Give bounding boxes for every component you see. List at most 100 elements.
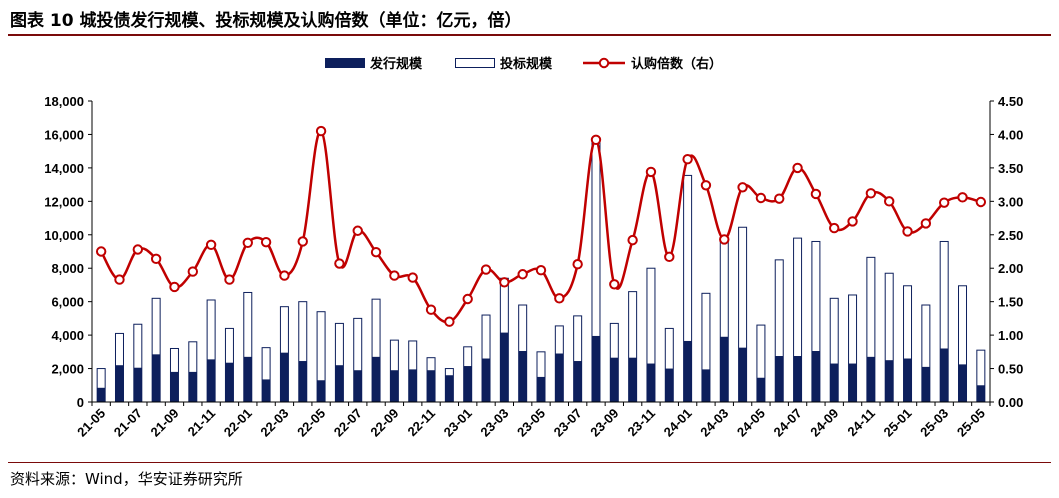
issue-bar [463,366,472,402]
y-right-tick-label: 0.00 [998,395,1023,410]
ratio-point [334,258,345,269]
ratio-point [297,236,308,247]
source-note: 资料来源：Wind，华安证券研究所 [10,470,243,488]
ratio-point [389,270,400,281]
issue-bar [298,361,307,402]
x-tick-label: 21-05 [74,406,108,440]
issue-bar [866,356,875,402]
y-right-tick-label: 1.50 [998,295,1023,310]
ratio-line [95,125,987,327]
ratio-point [810,188,822,200]
y-left-tick-label: 10,000 [44,228,84,243]
x-tick-label: 24-05 [734,406,768,440]
y-left-tick-label: 14,000 [44,161,84,176]
issue-bar [738,347,747,402]
x-tick-label: 22-05 [294,406,328,440]
y-left-tick-label: 18,000 [44,94,84,109]
issue-bar [958,364,967,403]
ratio-point [902,226,913,237]
issue-bar [811,351,820,402]
x-tick-label: 24-09 [807,406,841,440]
issue-bar [243,356,252,402]
issue-bar [170,371,179,402]
y-left-tick-label: 2,000 [51,362,84,377]
ratio-point [114,274,125,285]
title-divider [8,34,1051,36]
ratio-point [444,316,455,327]
issue-bar [903,358,912,402]
x-tick-label: 22-07 [331,406,365,440]
issue-bar [372,356,381,402]
ratio-point [425,304,437,315]
issue-bar [317,380,326,402]
ratio-point [572,259,583,270]
issue-bar [280,352,289,402]
issue-bar [976,385,985,402]
ratio-point [774,193,785,204]
issue-bar [793,356,802,402]
issue-bar [720,336,729,402]
ratio-point [370,246,382,258]
x-tick-label: 24-01 [661,406,695,440]
ratio-point [700,180,712,191]
issue-bar [848,363,857,402]
x-tick-label: 21-11 [185,406,219,440]
ratio-point [499,277,510,288]
ratio-point [95,246,107,257]
issue-bar [390,370,399,402]
x-tick-label: 21-07 [111,406,145,440]
ratio-point [517,269,528,280]
issue-bar [115,365,124,402]
ratio-point [205,239,217,251]
x-tick-label: 22-03 [257,406,291,440]
ratio-point [664,251,675,263]
issue-bar [756,377,765,402]
x-tick-label: 25-01 [881,406,915,440]
y-left-tick-label: 12,000 [44,194,84,209]
ratio-point [260,236,272,248]
x-tick-label: 22-11 [405,406,439,440]
ratio-point [957,192,968,203]
footer-divider [8,462,1051,463]
ratio-point [150,253,162,265]
x-tick-label: 24-03 [697,406,731,440]
ratio-point [627,234,638,246]
ratio-point [920,218,932,229]
ratio-point [645,166,657,178]
y-left-tick-label: 16,000 [44,127,84,142]
y-left-tick-label: 8,000 [51,261,84,276]
x-tick-label: 23-09 [587,406,621,440]
issue-bar [885,360,894,402]
ratio-point [407,272,418,283]
issue-bar [482,358,491,402]
ratio-point [737,182,748,193]
ratio-point [938,197,950,208]
legend-label-ratio: 认购倍数（右） [631,56,722,72]
ratio-point [975,196,987,208]
issue-bar [97,387,106,402]
issue-bar [775,356,784,402]
x-tick-label: 23-03 [477,406,511,440]
issue-bar [133,367,142,402]
ratio-point [315,125,327,137]
legend-swatch-bid [455,58,495,68]
x-tick-label: 23-05 [514,406,548,440]
issue-bar [353,370,362,402]
page-title: 图表 10 城投债发行规模、投标规模及认购倍数（单位：亿元，倍） [10,11,522,31]
issue-bars [97,332,985,403]
x-tick-label: 25-05 [954,406,988,440]
ratio-point [609,279,620,290]
y-right-tick-label: 4.50 [998,94,1023,109]
legend-swatch-issue [325,58,365,68]
y-right-tick-label: 2.00 [998,261,1023,276]
y-right-tick-label: 0.50 [998,362,1023,377]
issue-bar [427,370,436,402]
y-right-tick-label: 1.00 [998,328,1023,343]
issue-bar [628,357,637,402]
ratio-point [865,188,877,199]
issue-bar [500,332,509,402]
x-tick-label: 25-03 [917,406,951,440]
issue-bar [152,354,161,402]
y-left-tick-label: 0 [77,395,84,410]
issue-bar [445,375,454,402]
